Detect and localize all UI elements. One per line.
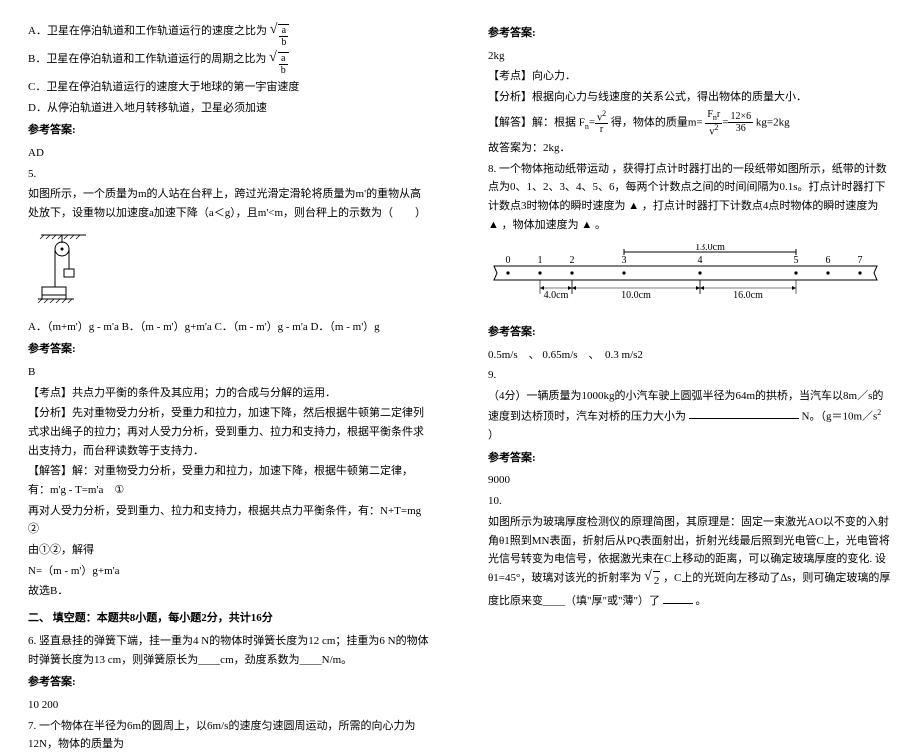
q5-jieda-d: 由①②，解得 bbox=[28, 541, 432, 560]
tape-diagram: 0 1 2 3 4 5 6 7 13.0cm 4.0cm 10.0cm 16.0cm bbox=[488, 244, 883, 304]
q10-text: 如图所示为玻璃厚度检测仪的原理简图，其原理是：固定一束激光AO以不变的入射角θ1… bbox=[488, 513, 892, 610]
q5-jieda-c: 再对人受力分析，受到重力、拉力和支持力，根据共点力平衡条件，有：N+T=mg ② bbox=[28, 502, 432, 539]
ref-label-3: 参考答案: bbox=[28, 673, 432, 692]
q5-fenxi: 【分析】先对重物受力分析，受重力和拉力，加速下降，然后根据牛顿第二定律列式求出绳… bbox=[28, 404, 432, 460]
q10-t3: 。 bbox=[695, 595, 706, 607]
q9-text: （4分）一辆质量为1000kg的小汽车驶上圆弧半径为64m的拱桥，当汽车以8m／… bbox=[488, 387, 892, 445]
q5-text: 如图所示，一个质量为m的人站在台秤上，跨过光滑定滑轮将质量为m'的重物从高处放下… bbox=[28, 185, 432, 222]
section-2-title: 二、 填空题：本题共8小题，每小题2分，共计16分 bbox=[28, 609, 432, 628]
q9-t3: ） bbox=[488, 429, 499, 441]
q7-jieda-a-text: 【解答】解：根据 bbox=[488, 116, 576, 128]
right-column: 参考答案: 2kg 【考点】向心力． 【分析】根据向心力与线速度的关系公式，得出… bbox=[460, 0, 920, 651]
svg-text:1: 1 bbox=[538, 255, 543, 266]
svg-text:4: 4 bbox=[698, 255, 703, 266]
q5-options: A．（m+m'）g - m'a B．（m - m'）g+m'a C．（m - m… bbox=[28, 318, 432, 337]
ref-label-5: 参考答案: bbox=[488, 323, 892, 342]
q7-kaodian: 【考点】向心力． bbox=[488, 67, 892, 86]
q-opt-d: D．从停泊轨道进入地月转移轨道，卫星必须加速 bbox=[28, 99, 432, 118]
ref-answer-1: AD bbox=[28, 144, 432, 163]
svg-text:13.0cm: 13.0cm bbox=[695, 244, 725, 253]
q7-jieda-b-text: 得，物体的质量m= bbox=[611, 116, 703, 128]
blank-q10 bbox=[663, 591, 693, 604]
left-column: A．卫星在停泊轨道和工作轨道运行的速度之比为 ab B．卫星在停泊轨道和工作轨道… bbox=[0, 0, 460, 651]
opt-b-text: B．卫星在停泊轨道和工作轨道运行的周期之比为 bbox=[28, 53, 266, 65]
ref-label-4: 参考答案: bbox=[488, 24, 892, 43]
q8-num: 8. 一个物体拖动纸带运动 bbox=[488, 163, 609, 175]
ref-answer-5: 0.5m/s 、 0.65m/s 、 0.3 m/s2 bbox=[488, 346, 892, 365]
svg-text:2: 2 bbox=[570, 255, 575, 266]
q-opt-c: C．卫星在停泊轨道运行的速度大于地球的第一宇宙速度 bbox=[28, 78, 432, 97]
q5-jieda-e: N=（m - m'）g+m'a bbox=[28, 562, 432, 581]
ref-label-2: 参考答案: bbox=[28, 340, 432, 359]
pulley-diagram bbox=[36, 231, 96, 303]
q5-num: 5. bbox=[28, 165, 432, 184]
svg-text:7: 7 bbox=[858, 255, 863, 266]
q9-t2: N。（g＝10m／s bbox=[802, 410, 878, 422]
q8-t3: ，物体加速度为 bbox=[502, 219, 579, 231]
opt-a-text: A．卫星在停泊轨道和工作轨道运行的速度之比为 bbox=[28, 25, 267, 37]
q8-t4: 。 bbox=[595, 219, 606, 231]
ref-label-6: 参考答案: bbox=[488, 449, 892, 468]
svg-text:16.0cm: 16.0cm bbox=[733, 290, 763, 301]
q7-fenxi: 【分析】根据向心力与线速度的关系公式，得出物体的质量大小． bbox=[488, 88, 892, 107]
q7-jieda-d: 故答案为：2kg． bbox=[488, 139, 892, 158]
q8: 8. 一个物体拖动纸带运动 ，获得打点计时器打出的一段纸带如图所示，纸带的计数点… bbox=[488, 160, 892, 235]
q7-text: 7. 一个物体在半径为6m的圆周上，以6m/s的速度匀速圆周运动，所需的向心力为… bbox=[28, 717, 432, 754]
svg-text:6: 6 bbox=[826, 255, 831, 266]
q5-kaodian: 【考点】共点力平衡的条件及其应用；力的合成与分解的运用． bbox=[28, 384, 432, 403]
q-opt-b: B．卫星在停泊轨道和工作轨道运行的周期之比为 ab bbox=[28, 50, 432, 76]
ref-answer-3: 10 200 bbox=[28, 696, 432, 715]
blank-triangle-1: ▲ bbox=[628, 197, 639, 216]
svg-text:10.0cm: 10.0cm bbox=[621, 290, 651, 301]
q5-jieda-a-text: 【解答】解：对重物受力分析，受重力和拉力，加速下降，根据牛顿第二定律，有：m'g… bbox=[28, 465, 413, 496]
ref-label-1: 参考答案: bbox=[28, 121, 432, 140]
svg-text:5: 5 bbox=[794, 255, 799, 266]
q7-jieda-a: 【解答】解：根据 Fn=v2r 得，物体的质量m= Fnrv2=12×636 k… bbox=[488, 109, 892, 137]
q8-t2: ，打点计时器打下计数点4点时物体的瞬时速度为 bbox=[642, 200, 879, 212]
blank-triangle-3: ▲ bbox=[581, 216, 592, 235]
q5-jieda-a: 【解答】解：对重物受力分析，受重力和拉力，加速下降，根据牛顿第二定律，有：m'g… bbox=[28, 462, 432, 499]
ref-answer-4: 2kg bbox=[488, 47, 892, 66]
svg-text:0: 0 bbox=[506, 255, 511, 266]
blank-triangle-2: ▲ bbox=[488, 216, 499, 235]
q-opt-a: A．卫星在停泊轨道和工作轨道运行的速度之比为 ab bbox=[28, 22, 432, 48]
blank-pressure bbox=[689, 406, 799, 419]
svg-text:3: 3 bbox=[622, 255, 627, 266]
q7-jieda-c-text: kg=2kg bbox=[756, 116, 790, 128]
ref-answer-6: 9000 bbox=[488, 471, 892, 490]
svg-text:4.0cm: 4.0cm bbox=[544, 290, 569, 301]
circled-1: ① bbox=[114, 484, 124, 496]
ref-answer-2: B bbox=[28, 363, 432, 382]
q10-num: 10. bbox=[488, 492, 892, 511]
q5-jieda-f: 故选B． bbox=[28, 582, 432, 601]
q9-num: 9. bbox=[488, 366, 892, 385]
